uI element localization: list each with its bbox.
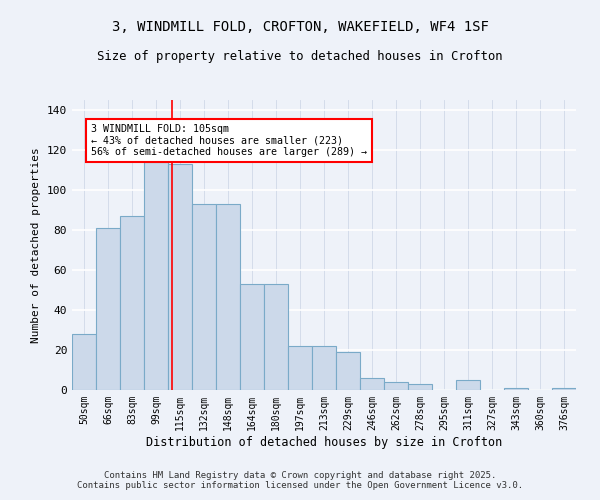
Text: Contains HM Land Registry data © Crown copyright and database right 2025.
Contai: Contains HM Land Registry data © Crown c…	[77, 470, 523, 490]
Bar	[288, 346, 312, 390]
Bar	[216, 204, 240, 390]
Bar	[504, 388, 528, 390]
Bar	[408, 384, 432, 390]
Text: 3 WINDMILL FOLD: 105sqm
← 43% of detached houses are smaller (223)
56% of semi-d: 3 WINDMILL FOLD: 105sqm ← 43% of detache…	[91, 124, 367, 157]
Bar	[360, 378, 384, 390]
Text: Size of property relative to detached houses in Crofton: Size of property relative to detached ho…	[97, 50, 503, 63]
Bar	[240, 284, 264, 390]
Bar	[552, 388, 576, 390]
Bar	[120, 216, 144, 390]
Text: 3, WINDMILL FOLD, CROFTON, WAKEFIELD, WF4 1SF: 3, WINDMILL FOLD, CROFTON, WAKEFIELD, WF…	[112, 20, 488, 34]
Bar	[72, 334, 96, 390]
Bar	[264, 284, 288, 390]
X-axis label: Distribution of detached houses by size in Crofton: Distribution of detached houses by size …	[146, 436, 502, 448]
Bar	[336, 352, 360, 390]
Bar	[144, 162, 168, 390]
Bar	[96, 228, 120, 390]
Bar	[192, 204, 216, 390]
Y-axis label: Number of detached properties: Number of detached properties	[31, 147, 41, 343]
Bar	[384, 382, 408, 390]
Bar	[168, 164, 192, 390]
Bar	[312, 346, 336, 390]
Bar	[456, 380, 480, 390]
